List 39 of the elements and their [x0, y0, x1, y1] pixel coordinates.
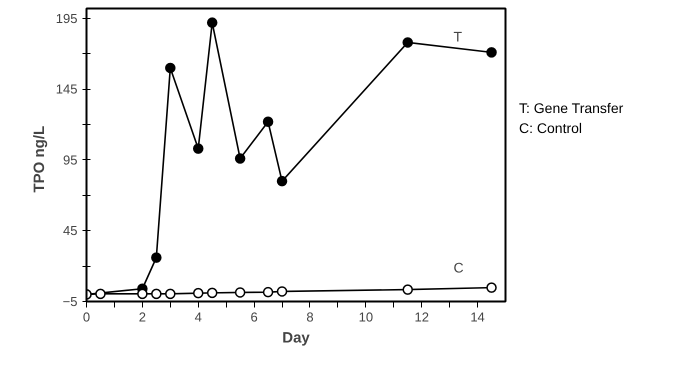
point	[151, 288, 162, 300]
point	[137, 288, 148, 300]
point	[165, 288, 176, 300]
point	[234, 287, 246, 298]
y-tick-label: 45	[63, 223, 78, 238]
x-tick-label: 6	[250, 310, 258, 324]
x-tick-label: 2	[138, 310, 146, 324]
y-tick-label: 195	[56, 10, 78, 26]
point	[402, 37, 413, 48]
point	[402, 284, 413, 295]
point	[95, 288, 106, 300]
y-axis-title: TPO ng/L	[30, 126, 48, 192]
point	[206, 288, 218, 298]
x-tick-label: 0	[82, 310, 90, 324]
point	[192, 143, 204, 154]
x-tick-label: 4	[194, 310, 202, 324]
point	[276, 176, 288, 186]
y-tick-label: −5	[62, 294, 78, 309]
point	[486, 47, 497, 58]
point	[234, 153, 246, 164]
point	[165, 62, 176, 74]
series-label: T	[454, 28, 463, 44]
x-tick-label: 8	[306, 310, 314, 324]
x-tick-label: 14	[470, 310, 485, 324]
y-tick-label: 95	[63, 152, 78, 168]
x-axis-title: Day	[282, 330, 310, 346]
point	[262, 116, 274, 127]
point	[486, 282, 497, 293]
point	[262, 286, 274, 298]
series-label: C	[454, 260, 464, 276]
x-tick-label: 10	[358, 310, 374, 324]
point	[151, 252, 162, 263]
text: T: Gene Transfer	[519, 100, 624, 116]
y-tick-label: 145	[56, 82, 78, 97]
point	[192, 288, 204, 298]
point	[276, 286, 288, 297]
text: C: Control	[519, 120, 582, 136]
x-tick-label: 12	[414, 310, 429, 324]
point	[206, 17, 218, 28]
